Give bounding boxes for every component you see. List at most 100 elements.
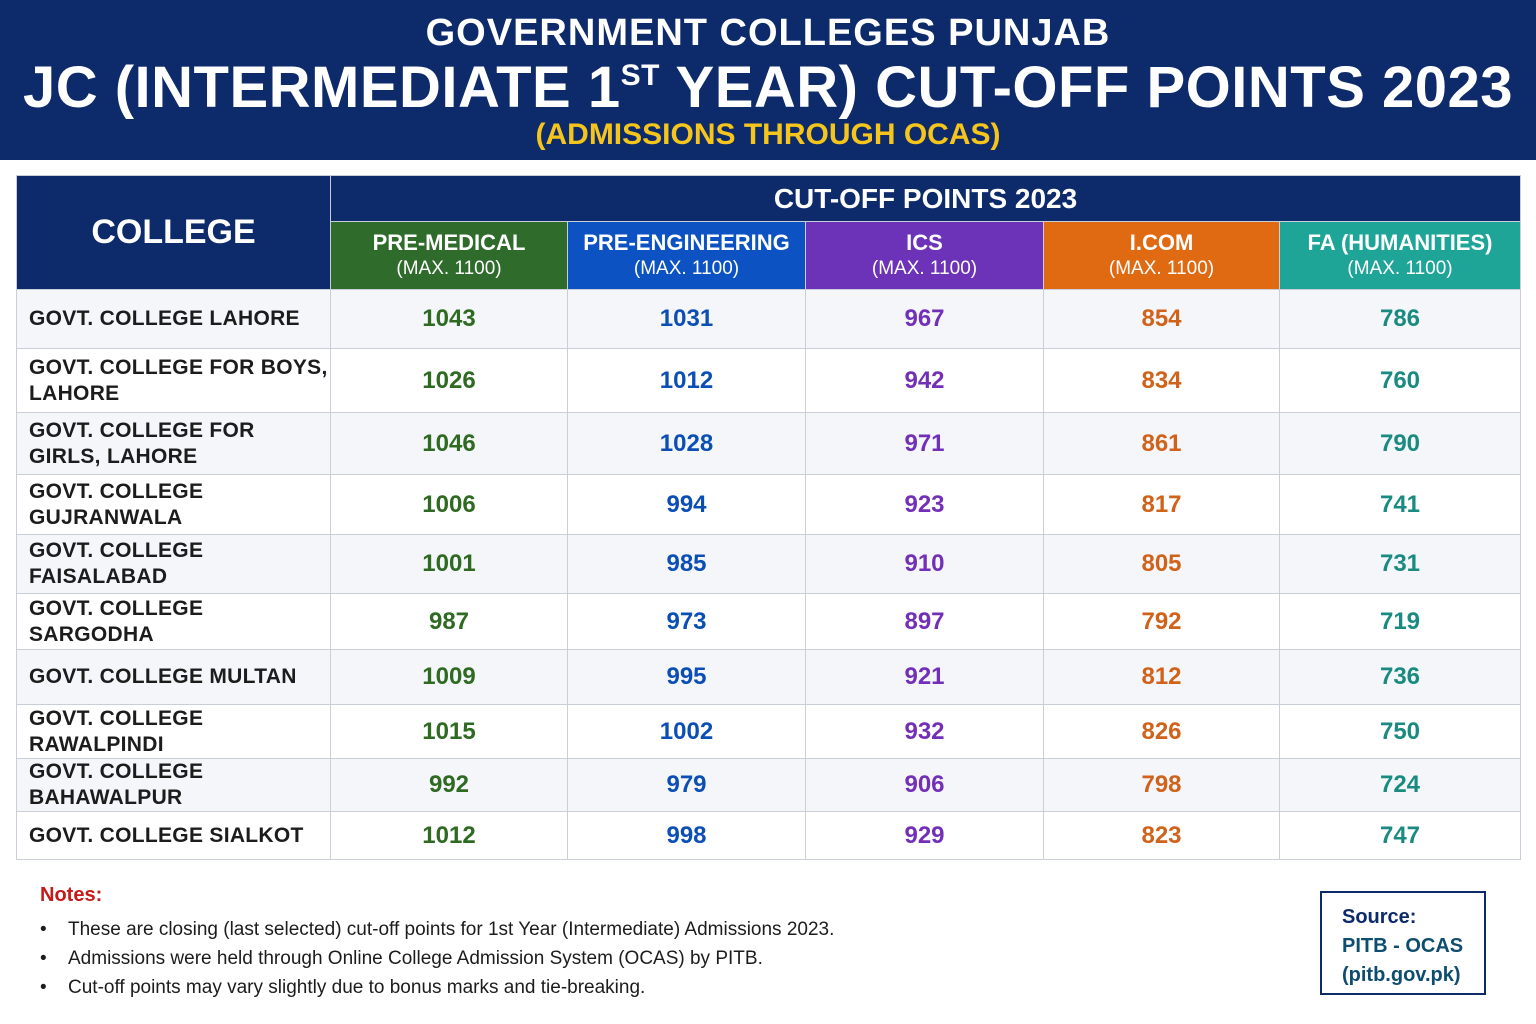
table-row: GOVT. COLLEGE FOR GIRLS, LAHORE 1046 102…: [16, 412, 1522, 475]
stream-name: PRE-ENGINEERING: [583, 229, 790, 255]
table-row: GOVT. COLLEGE SARGODHA 987 973 897 792 7…: [16, 593, 1522, 650]
cutoff-icom: 834: [1043, 348, 1280, 413]
stream-max: (MAX. 1100): [1108, 257, 1215, 279]
cutoff-fa-humanities: 760: [1278, 348, 1522, 413]
stream-header-fa-humanities: FA (HUMANITIES) (MAX. 1100): [1278, 221, 1522, 290]
source-box: Source: PITB - OCAS (pitb.gov.pk): [1320, 891, 1486, 995]
cutoff-pre-medical: 1015: [330, 704, 568, 759]
cutoff-pre-engineering: 994: [567, 474, 806, 535]
bullet-icon: •: [40, 919, 47, 940]
cutoff-pre-medical: 1009: [330, 649, 568, 705]
cutoff-icom: 798: [1043, 758, 1280, 812]
cutoff-icom: 823: [1043, 811, 1280, 860]
list-item: • These are closing (last selected) cut-o…: [40, 915, 1040, 944]
cutoff-ics: 910: [805, 534, 1044, 594]
table-row: GOVT. COLLEGE SIALKOT 1012 998 929 823 7…: [16, 811, 1522, 860]
cutoff-pre-engineering: 1031: [567, 289, 806, 349]
stream-name: I.COM: [1129, 229, 1194, 255]
table-row: GOVT. COLLEGE MULTAN 1009 995 921 812 73…: [16, 649, 1522, 705]
college-name: GOVT. COLLEGE LAHORE: [16, 289, 331, 349]
cutoff-pre-medical: 987: [330, 593, 568, 650]
cutoff-icom: 792: [1043, 593, 1280, 650]
cutoff-table-container: COLLEGE CUT-OFF POINTS 2023 PRE-MEDICAL(…: [16, 175, 1522, 860]
cutoff-pre-medical: 1046: [330, 412, 568, 475]
table-row: GOVT. COLLEGE FOR BOYS, LAHORE 1026 1012…: [16, 348, 1522, 413]
cutoff-pre-engineering: 998: [567, 811, 806, 860]
cutoff-pre-engineering: 995: [567, 649, 806, 705]
stream-max: (MAX. 1100): [396, 257, 502, 279]
page-header: GOVERNMENT COLLEGES PUNJAB JC (INTERMEDI…: [0, 0, 1536, 160]
cutoff-ics: 929: [805, 811, 1044, 860]
cutoff-icom: 861: [1043, 412, 1280, 475]
college-name: GOVT. COLLEGE FOR GIRLS, LAHORE: [16, 412, 331, 475]
cutoff-ics: 942: [805, 348, 1044, 413]
college-name: GOVT. COLLEGE SIALKOT: [16, 811, 331, 860]
cutoff-ics: 897: [805, 593, 1044, 650]
stream-header-pre-medical: PRE-MEDICAL (MAX. 1100): [330, 221, 568, 290]
cutoff-fa-humanities: 750: [1278, 704, 1522, 759]
page-title: JC (INTERMEDIATE 1ST YEAR) CUT-OFF POINT…: [0, 54, 1536, 121]
college-name: GOVT. COLLEGE BAHAWALPUR: [16, 758, 331, 812]
college-name: GOVT. COLLEGE SARGODHA: [16, 593, 331, 650]
stream-max: (MAX. 1100): [871, 257, 978, 279]
cutoff-pre-engineering: 973: [567, 593, 806, 650]
college-name: GOVT. COLLEGE FOR BOYS, LAHORE: [16, 348, 331, 413]
title-superscript: ST: [620, 59, 660, 92]
cutoff-icom: 826: [1043, 704, 1280, 759]
title-part-2: YEAR) CUT-OFF POINTS 2023: [659, 55, 1514, 120]
cutoff-ics: 971: [805, 412, 1044, 475]
stream-name: FA (HUMANITIES): [1307, 229, 1493, 255]
college-name: GOVT. COLLEGE GUJRANWALA: [16, 474, 331, 535]
notes-title: Notes:: [40, 884, 103, 906]
cutoff-ics: 906: [805, 758, 1044, 812]
notes-section: Notes: • These are closing (last selected…: [40, 884, 1040, 1002]
note-text: Admissions were held through Online Coll…: [68, 948, 763, 969]
cutoff-fa-humanities: 724: [1278, 758, 1522, 812]
college-name: GOVT. COLLEGE MULTAN: [16, 649, 331, 705]
stream-header-icom: I.COM (MAX. 1100): [1043, 221, 1280, 290]
note-text: These are closing (last selected) cut-of…: [68, 919, 835, 940]
table-row: GOVT. COLLEGE LAHORE 1043 1031 967 854 7…: [16, 289, 1522, 349]
cutoff-fa-humanities: 736: [1278, 649, 1522, 705]
cutoff-pre-engineering: 1028: [567, 412, 806, 475]
stream-max: (MAX. 1100): [1347, 257, 1453, 279]
cutoff-fa-humanities: 731: [1278, 534, 1522, 594]
list-item: • Cut-off points may vary slightly due to…: [40, 973, 1040, 1002]
cutoff-icom: 805: [1043, 534, 1280, 594]
notes-list: • These are closing (last selected) cut-o…: [40, 915, 1040, 1002]
cutoff-fa-humanities: 741: [1278, 474, 1522, 535]
cutoff-pre-engineering: 1002: [567, 704, 806, 759]
stream-header-ics: ICS (MAX. 1100): [805, 221, 1044, 290]
stream-name: PRE-MEDICAL: [372, 229, 526, 255]
college-name: GOVT. COLLEGE RAWALPINDI: [16, 704, 331, 759]
cutoff-ics: 923: [805, 474, 1044, 535]
header-org-title: GOVERNMENT COLLEGES PUNJAB: [425, 12, 1111, 54]
college-column-header: COLLEGE: [16, 175, 331, 290]
cutoff-fa-humanities: 747: [1278, 811, 1522, 860]
bullet-icon: •: [40, 948, 47, 969]
table-row: GOVT. COLLEGE FAISALABAD 1001 985 910 80…: [16, 534, 1522, 594]
cutoff-fa-humanities: 790: [1278, 412, 1522, 475]
cutoff-pre-medical: 1012: [330, 811, 568, 860]
cutoff-ics: 967: [805, 289, 1044, 349]
cutoff-pre-engineering: 985: [567, 534, 806, 594]
table-row: GOVT. COLLEGE RAWALPINDI 1015 1002 932 8…: [16, 704, 1522, 759]
cutoff-pre-medical: 1026: [330, 348, 568, 413]
page-subtitle: (ADMISSIONS THROUGH OCAS): [535, 118, 1001, 151]
table-row: GOVT. COLLEGE BAHAWALPUR 992 979 906 798…: [16, 758, 1522, 812]
cutoff-icom: 854: [1043, 289, 1280, 349]
cutoff-icom: 812: [1043, 649, 1280, 705]
table-row: GOVT. COLLEGE GUJRANWALA 1006 994 923 81…: [16, 474, 1522, 535]
cutoff-group-header: CUT-OFF POINTS 2023: [329, 175, 1522, 222]
cutoff-icom: 817: [1043, 474, 1280, 535]
stream-name: ICS: [906, 229, 943, 255]
cutoff-pre-engineering: 979: [567, 758, 806, 812]
cutoff-fa-humanities: 786: [1278, 289, 1522, 349]
cutoff-table: COLLEGE CUT-OFF POINTS 2023 PRE-MEDICAL(…: [16, 175, 1522, 860]
cutoff-pre-medical: 1001: [330, 534, 568, 594]
note-text: Cut-off points may vary slightly due to …: [68, 977, 646, 998]
list-item: • Admissions were held through Online Col…: [40, 944, 1040, 973]
cutoff-ics: 921: [805, 649, 1044, 705]
cutoff-fa-humanities: 719: [1278, 593, 1522, 650]
stream-header-pre-engineering: PRE-ENGINEERING (MAX. 1100): [567, 221, 806, 290]
